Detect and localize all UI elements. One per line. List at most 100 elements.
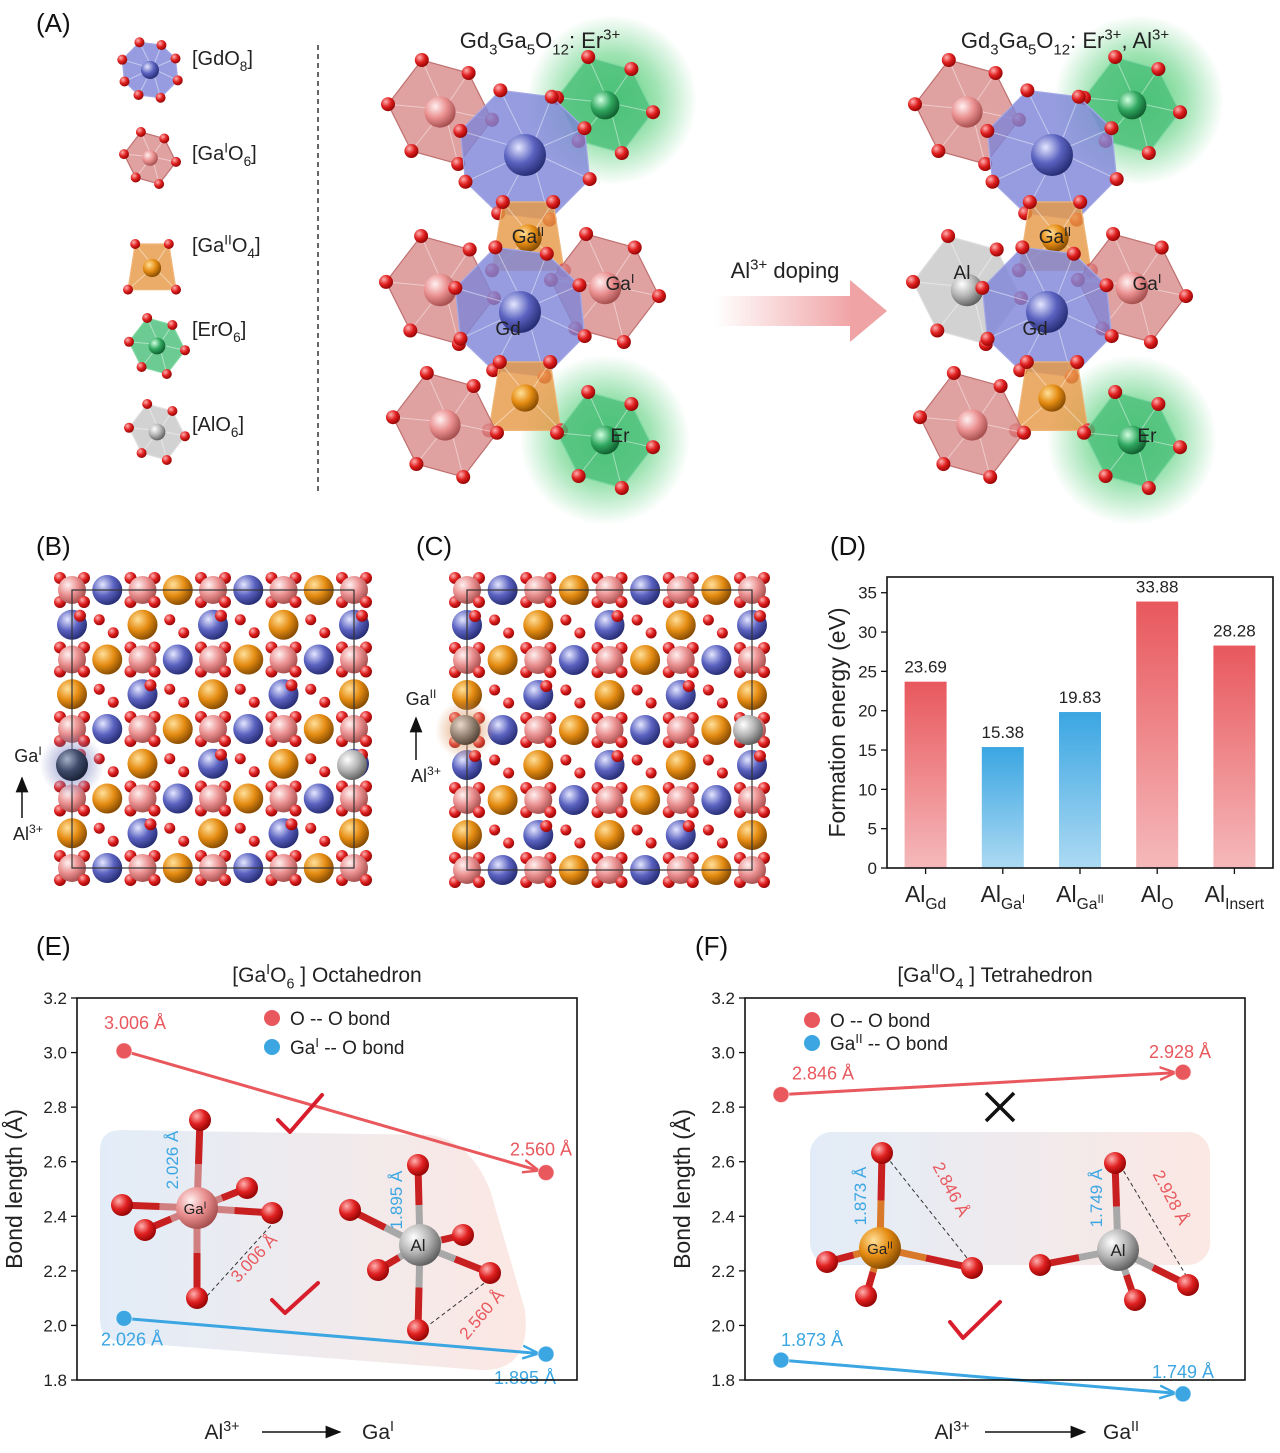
value-label: 2.928 Å [1149, 1042, 1211, 1062]
atom [550, 425, 564, 440]
text-part: 3+ [427, 764, 441, 778]
atom [198, 818, 228, 849]
text-part: Gd [961, 28, 990, 53]
atom [289, 804, 302, 817]
x-axis-title: Al3+ [935, 1419, 970, 1444]
atom [178, 627, 190, 639]
atom [461, 66, 476, 80]
value-label: 15.38 [982, 723, 1025, 742]
atom [148, 337, 166, 355]
text-part: Ga [406, 689, 431, 709]
atom [627, 240, 642, 255]
atom [871, 1142, 893, 1164]
label: Al [954, 263, 971, 284]
atom [176, 1187, 218, 1229]
text-part: Ga [999, 28, 1029, 53]
atom [1017, 425, 1031, 440]
text-part: Ga [1001, 896, 1022, 913]
text-part: Al [205, 1421, 224, 1444]
atom [754, 750, 766, 762]
text-part: Ga [14, 746, 39, 766]
atom [1104, 329, 1119, 344]
text-part: Al [935, 1421, 954, 1444]
text-part: [Ga [192, 143, 225, 165]
text-part: Al [981, 881, 1001, 907]
text-part: 3+ [223, 1419, 239, 1435]
atom-label: Al [1110, 1241, 1125, 1260]
atom [162, 714, 193, 744]
atom [988, 66, 1003, 80]
text-part: [Ga [897, 964, 931, 987]
atom [161, 455, 172, 465]
text-part: 3 [990, 42, 998, 59]
atom [407, 1319, 429, 1341]
atom [219, 874, 231, 886]
atom [524, 716, 553, 744]
atom [906, 274, 920, 289]
atom [487, 715, 518, 745]
atom [163, 239, 174, 249]
text-part: [Ga [232, 964, 266, 987]
label: Gd [1022, 319, 1047, 340]
text-part: O [535, 28, 552, 53]
x-tick-label: AlGd [905, 881, 946, 913]
y-axis-title: Bond length (Å) [0, 1109, 27, 1269]
atom [983, 470, 998, 484]
atom [78, 874, 90, 886]
y-tick-label: 2.8 [43, 1098, 67, 1117]
atom [456, 470, 471, 484]
series-line [780, 1073, 1174, 1097]
text-part: I [1158, 271, 1162, 286]
atom [666, 786, 695, 814]
atom [155, 92, 166, 103]
atom [701, 785, 732, 815]
atom [1077, 425, 1091, 440]
atom [630, 785, 661, 815]
atom [1070, 355, 1085, 369]
distance-guide [885, 1155, 976, 1269]
atom [615, 736, 628, 748]
atom [989, 242, 1004, 257]
atom [93, 683, 105, 695]
atom [646, 105, 660, 120]
atom [615, 806, 628, 818]
check-mark [276, 1093, 324, 1134]
bar [1213, 645, 1256, 868]
atom [615, 876, 628, 888]
atom [473, 876, 485, 888]
atom [1098, 469, 1113, 483]
atom [148, 596, 161, 608]
atom [1038, 384, 1066, 412]
label: Er [611, 426, 631, 447]
atom [961, 1257, 983, 1279]
text-part: O [228, 143, 244, 165]
label: 1.873 Å [851, 1166, 870, 1225]
y-tick-label: 15 [858, 741, 877, 760]
plot-frame [886, 576, 1274, 869]
atom [543, 355, 558, 369]
atom [268, 748, 299, 779]
atom [544, 876, 557, 888]
atom [646, 440, 660, 455]
atom [154, 179, 165, 189]
atom [581, 385, 596, 399]
text-part: ] Tetrahedron [963, 964, 1092, 987]
atom [560, 614, 572, 626]
atom [319, 835, 331, 847]
legend-label: GaI -- O bond [290, 1035, 405, 1059]
text-part: Ga [1103, 1421, 1131, 1444]
point [1174, 1385, 1192, 1403]
atom [560, 684, 572, 696]
atom [855, 1285, 877, 1307]
atom [489, 684, 501, 696]
atom [558, 785, 589, 815]
atom [540, 820, 553, 832]
text-part: , Al [1121, 28, 1152, 53]
atom [1026, 291, 1068, 333]
atom [159, 133, 170, 144]
atom [172, 75, 183, 86]
text-part: Ga [1077, 896, 1098, 913]
atom [148, 735, 161, 747]
cell-frame [71, 589, 355, 869]
